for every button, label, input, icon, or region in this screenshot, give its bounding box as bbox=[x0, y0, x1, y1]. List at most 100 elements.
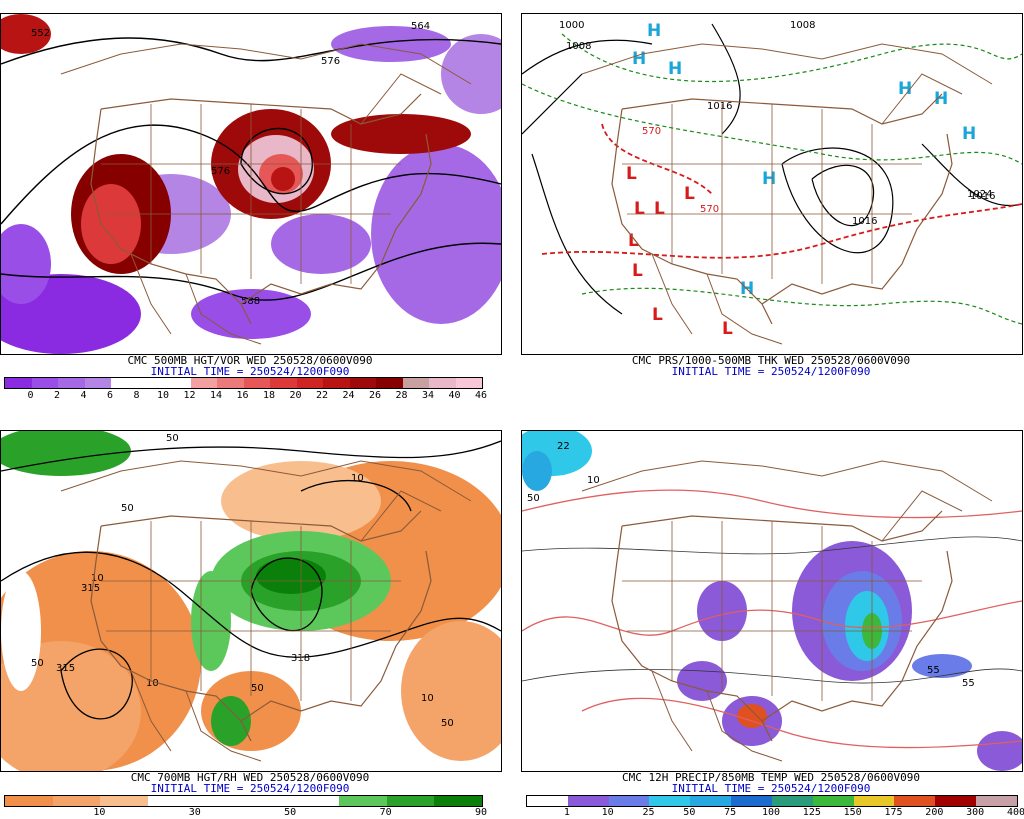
contour-label: 50 bbox=[31, 658, 44, 669]
contour-label: 50 bbox=[441, 718, 454, 729]
colorbar-tick-label: 22 bbox=[315, 390, 329, 401]
colorbar-swatch bbox=[429, 378, 456, 388]
isobar bbox=[522, 39, 653, 75]
height-contour bbox=[250, 557, 323, 632]
colorbar-tick-label: 24 bbox=[342, 390, 355, 401]
moist-area bbox=[211, 696, 251, 746]
height-contour-label: 552 bbox=[31, 28, 50, 39]
isobar-label: 1000 bbox=[559, 20, 584, 31]
vorticity-max-area bbox=[1, 14, 51, 54]
height-contour-label: 576 bbox=[321, 56, 340, 67]
isobar bbox=[531, 153, 623, 315]
contour-label: 10 bbox=[91, 573, 104, 584]
rh-colorbar-labels: 10 30 50 70 90 bbox=[4, 807, 487, 819]
thickness-contour bbox=[561, 33, 1022, 82]
low-vorticity-area bbox=[191, 289, 311, 339]
panel-init-time: INITIAL TIME = 250524/1200F090 bbox=[671, 365, 871, 378]
colorbar-tick-label: 50 bbox=[284, 807, 297, 818]
colorbar-tick-label: 70 bbox=[379, 807, 392, 818]
colorbar-tick-label: 40 bbox=[448, 390, 461, 401]
colorbar-swatch bbox=[731, 796, 772, 806]
thickness-contour bbox=[522, 83, 1022, 165]
high-pressure-symbol: H bbox=[647, 21, 661, 41]
canada-border bbox=[581, 460, 993, 542]
precip-area bbox=[912, 654, 972, 678]
precip-area bbox=[737, 704, 767, 728]
colorbar-swatch bbox=[349, 378, 376, 388]
colorbar-swatch bbox=[243, 796, 292, 806]
colorbar-tick-label: 18 bbox=[262, 390, 276, 401]
colorbar-swatch bbox=[567, 796, 609, 806]
colorbar-swatch bbox=[52, 796, 101, 806]
colorbar-swatch bbox=[455, 378, 482, 388]
colorbar-swatch bbox=[31, 378, 58, 388]
low-vorticity-area bbox=[1, 224, 51, 304]
colorbar-tick-label: 90 bbox=[474, 807, 488, 818]
colorbar-tick-label: 2 bbox=[53, 390, 61, 401]
colorbar-tick-label: 30 bbox=[188, 807, 201, 818]
colorbar-swatch bbox=[812, 796, 854, 806]
colorbar-swatch bbox=[935, 796, 977, 806]
state-borders bbox=[622, 104, 922, 284]
colorbar-tick-label: 175 bbox=[884, 807, 903, 818]
temp-contour bbox=[522, 600, 1022, 636]
isobar-label: 1016 bbox=[970, 191, 995, 202]
colorbar-swatch bbox=[690, 796, 732, 806]
contour-label: 50 bbox=[121, 503, 134, 514]
colorbar-tick-label: 6 bbox=[106, 390, 114, 401]
colorbar-swatch bbox=[402, 378, 429, 388]
colorbar-swatch bbox=[853, 796, 895, 806]
vorticity-colorbar-labels: 0 2 4 6 8 10 12 14 16 18 20 22 24 26 28 34 40 46 bbox=[4, 390, 487, 402]
contour-label: 55 bbox=[927, 665, 940, 676]
vorticity-colorbar bbox=[4, 377, 483, 389]
high-pressure-symbol: H bbox=[934, 89, 948, 109]
colorbar-swatch bbox=[894, 796, 936, 806]
isobar-label: 570 bbox=[642, 126, 661, 137]
colorbar-tick-label: 150 bbox=[843, 807, 862, 818]
colorbar-tick-label: 4 bbox=[80, 390, 87, 401]
low-pressure-symbol: L bbox=[652, 305, 663, 325]
high-pressure-symbol: H bbox=[632, 49, 646, 69]
panel-title: CMC 12H PRECIP/850MB TEMP WED 250528/060… bbox=[621, 771, 920, 784]
colorbar-swatch bbox=[323, 378, 350, 388]
colorbar-tick-label: 10 bbox=[93, 807, 106, 818]
contour-label: 318 bbox=[291, 653, 310, 664]
colorbar-swatch bbox=[386, 796, 435, 806]
colorbar-swatch bbox=[296, 378, 323, 388]
contour-label: 10 bbox=[351, 473, 364, 484]
low-pressure-symbol: L bbox=[684, 184, 695, 204]
colorbar-swatch bbox=[291, 796, 339, 806]
us-border bbox=[611, 93, 953, 325]
us-border bbox=[611, 510, 953, 742]
isobar-label: 1016 bbox=[707, 101, 732, 112]
isobar-label: 1016 bbox=[852, 216, 877, 227]
colorbar-swatch bbox=[976, 796, 1017, 806]
colorbar-tick-label: 300 bbox=[966, 807, 985, 818]
colorbar-tick-label: 125 bbox=[802, 807, 821, 818]
mexico-border bbox=[130, 670, 262, 762]
colorbar-tick-label: 34 bbox=[421, 390, 435, 401]
low-pressure-symbol: L bbox=[628, 231, 639, 251]
height-contour-label: 576 bbox=[211, 166, 230, 177]
low-vorticity-area bbox=[371, 144, 501, 324]
vorticity-max-area bbox=[331, 114, 471, 154]
colorbar-swatch bbox=[376, 378, 403, 388]
precip-colorbar-labels: 1 10 25 50 75 100 125 150 175 200 300 400 bbox=[526, 807, 1024, 819]
colorbar-swatch bbox=[84, 378, 111, 388]
state-borders bbox=[101, 104, 401, 284]
moist-area bbox=[191, 571, 231, 671]
isobar bbox=[921, 143, 1022, 207]
contour-label: 55 bbox=[962, 678, 975, 689]
moist-area bbox=[256, 558, 326, 594]
panel-init-time: INITIAL TIME = 250524/1200F090 bbox=[150, 782, 350, 795]
low-vorticity-area bbox=[441, 34, 501, 114]
low-pressure-symbol: L bbox=[632, 261, 643, 281]
moist-area bbox=[1, 571, 41, 691]
vorticity-map-svg: 552 564 576 576 588 bbox=[1, 14, 501, 354]
rh-colorbar bbox=[4, 795, 483, 807]
height-contour-label: 588 bbox=[241, 296, 260, 307]
isobar-label: 1008 bbox=[790, 20, 815, 31]
colorbar-swatch bbox=[217, 378, 244, 388]
colorbar-tick-label: 16 bbox=[236, 390, 249, 401]
temp-contour-thin bbox=[522, 536, 1022, 555]
